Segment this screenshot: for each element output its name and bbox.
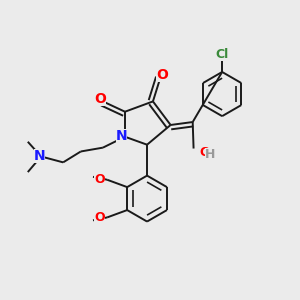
Text: N: N: [34, 148, 45, 163]
Text: O: O: [94, 92, 106, 106]
Text: N: N: [116, 129, 127, 143]
Text: O: O: [94, 211, 105, 224]
Text: O: O: [156, 68, 168, 82]
Text: O: O: [94, 173, 105, 186]
Text: Cl: Cl: [215, 48, 229, 62]
Text: O: O: [199, 146, 209, 159]
Text: H: H: [206, 148, 216, 161]
